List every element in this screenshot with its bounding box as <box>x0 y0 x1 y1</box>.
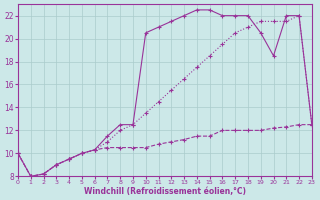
X-axis label: Windchill (Refroidissement éolien,°C): Windchill (Refroidissement éolien,°C) <box>84 187 246 196</box>
